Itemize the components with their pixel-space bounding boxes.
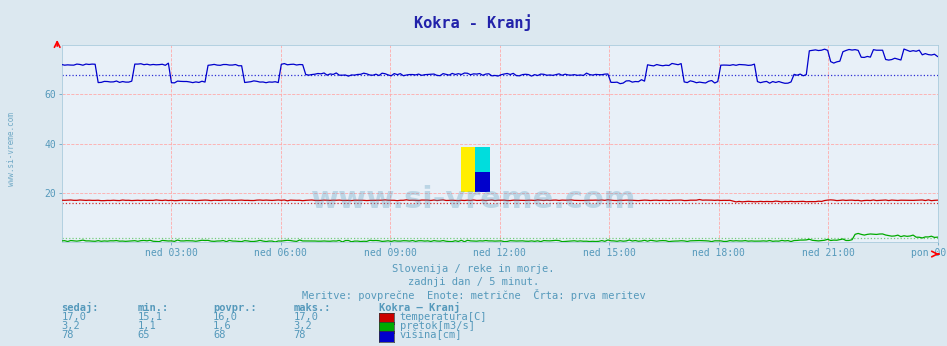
Text: maks.:: maks.: (294, 303, 331, 313)
Text: 15,1: 15,1 (137, 312, 162, 322)
Text: 65: 65 (137, 330, 150, 340)
Text: min.:: min.: (137, 303, 169, 313)
Text: Meritve: povprečne  Enote: metrične  Črta: prva meritev: Meritve: povprečne Enote: metrične Črta:… (302, 289, 645, 301)
Text: 78: 78 (294, 330, 306, 340)
Text: 17,0: 17,0 (294, 312, 318, 322)
Text: 68: 68 (213, 330, 225, 340)
Text: 3,2: 3,2 (62, 321, 80, 331)
Text: Kokra – Kranj: Kokra – Kranj (379, 302, 460, 313)
Text: 1,1: 1,1 (137, 321, 156, 331)
Text: 1,6: 1,6 (213, 321, 232, 331)
Text: 16,0: 16,0 (213, 312, 238, 322)
Text: temperatura[C]: temperatura[C] (400, 312, 487, 322)
Text: 17,0: 17,0 (62, 312, 86, 322)
Text: sedaj:: sedaj: (62, 302, 99, 313)
Text: Kokra - Kranj: Kokra - Kranj (414, 14, 533, 31)
Text: 78: 78 (62, 330, 74, 340)
Text: zadnji dan / 5 minut.: zadnji dan / 5 minut. (408, 277, 539, 288)
Text: višina[cm]: višina[cm] (400, 330, 462, 340)
Text: pretok[m3/s]: pretok[m3/s] (400, 321, 474, 331)
Text: povpr.:: povpr.: (213, 303, 257, 313)
Text: 3,2: 3,2 (294, 321, 313, 331)
Text: www.si-vreme.com: www.si-vreme.com (311, 185, 636, 213)
Text: Slovenija / reke in morje.: Slovenija / reke in morje. (392, 264, 555, 274)
Text: www.si-vreme.com: www.si-vreme.com (7, 112, 16, 186)
